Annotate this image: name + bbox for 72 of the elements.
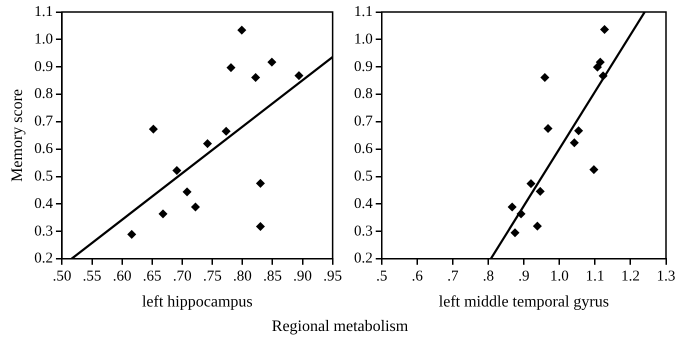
point <box>190 202 200 212</box>
x-tick-label: .50 <box>52 268 72 285</box>
point <box>532 222 542 231</box>
x-tick-label: .9 <box>518 268 530 285</box>
point <box>256 178 265 188</box>
point <box>574 126 584 136</box>
y-tick-label: 0.2 <box>34 250 53 267</box>
point <box>203 139 212 148</box>
y-tick-label: 1.1 <box>34 4 53 20</box>
point <box>589 165 598 174</box>
x-tick-label: .55 <box>82 268 102 285</box>
x-tick-label: 1.1 <box>586 268 604 285</box>
x-tick-label: 1.3 <box>656 268 676 285</box>
point <box>127 230 136 239</box>
x-tick-label: .70 <box>172 268 192 285</box>
y-tick-label: 0.6 <box>34 141 54 158</box>
y-tick-label: 0.2 <box>354 250 373 267</box>
y-tick-label: 0.3 <box>34 223 53 240</box>
point <box>596 58 605 67</box>
y-tick-label: 0.5 <box>354 168 373 184</box>
y-tick-label: 0.6 <box>354 141 374 158</box>
x-tick-label: .6 <box>412 268 424 285</box>
x-tick-label: .95 <box>323 268 342 285</box>
x-tick-label: .90 <box>293 268 312 285</box>
point <box>544 124 553 134</box>
x-tick-label: .5 <box>376 268 388 285</box>
y-tick-label: 0.4 <box>34 196 54 212</box>
point <box>600 25 610 34</box>
y-tick-label: 0.8 <box>34 86 53 102</box>
point <box>222 126 231 136</box>
x-tick-label: 1.2 <box>621 268 640 285</box>
y-tick-label: 1.0 <box>354 31 373 48</box>
x-tick-label: .80 <box>233 268 252 285</box>
point <box>182 187 192 196</box>
text: Regional metabolism <box>270 318 410 336</box>
x-tick-label: .65 <box>142 268 162 285</box>
point <box>256 222 265 231</box>
x-tick-label: .60 <box>112 268 132 285</box>
y-tick-label: 0.7 <box>354 114 374 130</box>
point <box>508 202 517 212</box>
point <box>536 186 545 196</box>
y-axis-title: Memory score <box>8 88 26 182</box>
point <box>251 73 260 82</box>
point <box>526 179 536 188</box>
point <box>148 124 158 134</box>
x-tick-label: .85 <box>263 268 282 285</box>
y-tick-label: 0.3 <box>354 223 373 240</box>
x-tick-label: .7 <box>447 268 459 285</box>
y-tick-label: 0.8 <box>354 86 373 102</box>
y-tick-label: 0.9 <box>354 58 373 75</box>
point <box>570 138 579 148</box>
point <box>598 71 608 80</box>
point <box>510 228 520 238</box>
x-axis-title: left middle temporal gyrus <box>438 294 609 311</box>
point <box>540 73 550 82</box>
y-tick-label: 0.4 <box>354 196 374 212</box>
point <box>592 62 602 72</box>
y-tick-label: 0.5 <box>34 168 53 184</box>
y-tick-label: 1.0 <box>34 31 53 48</box>
y-tick-label: 1.1 <box>354 4 373 20</box>
x-tick-label: 1.0 <box>550 268 569 285</box>
x-tick-label: .8 <box>482 268 494 285</box>
point <box>172 166 182 175</box>
y-tick-label: 0.7 <box>34 114 54 130</box>
point <box>237 26 246 35</box>
y-tick-label: 0.9 <box>34 58 53 75</box>
point <box>226 63 236 72</box>
x-axis-title: left hippocampus <box>142 294 253 311</box>
point <box>158 209 168 218</box>
x-tick-label: .75 <box>202 268 222 285</box>
point <box>267 58 276 67</box>
point <box>294 71 304 80</box>
